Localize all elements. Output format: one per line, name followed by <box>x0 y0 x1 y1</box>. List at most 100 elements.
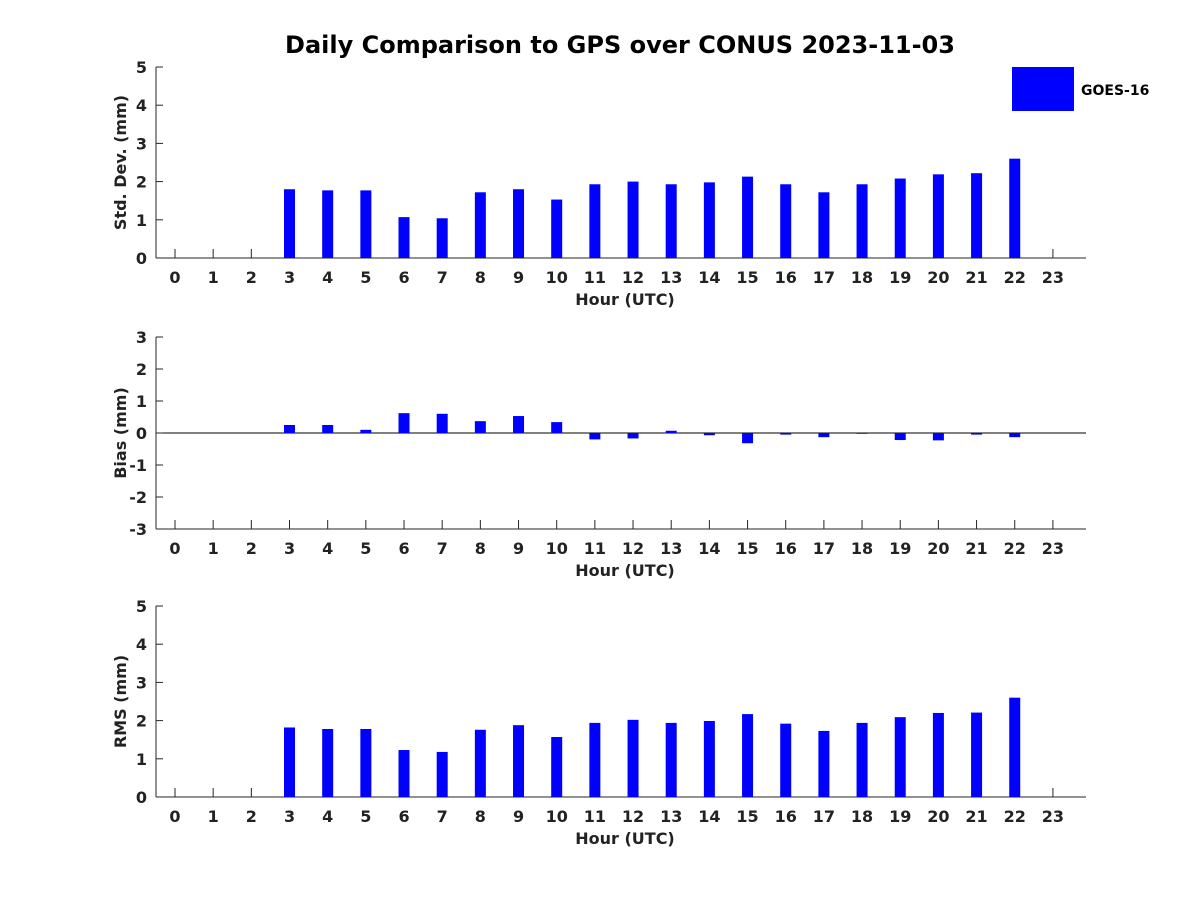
x-tick-label: 6 <box>398 268 409 287</box>
x-tick-label: 11 <box>584 268 606 287</box>
y-tick-label: 1 <box>136 750 147 769</box>
x-tick-label: 14 <box>698 807 720 826</box>
y-axis-label-bias: Bias (mm) <box>111 387 130 479</box>
x-tick-label: 17 <box>813 268 835 287</box>
x-tick-label: 0 <box>169 807 180 826</box>
x-tick-label: 15 <box>736 268 758 287</box>
x-tick-label: 12 <box>622 807 644 826</box>
x-tick-label: 19 <box>889 268 911 287</box>
bar-rms-hour-12 <box>627 719 639 797</box>
bar-bias-hour-18 <box>856 433 868 434</box>
x-tick-label: 0 <box>169 268 180 287</box>
x-tick-label: 10 <box>546 807 568 826</box>
bar-std-dev-hour-3 <box>284 189 296 258</box>
bar-rms-hour-13 <box>665 722 677 797</box>
x-tick-label: 17 <box>813 807 835 826</box>
x-tick-label: 14 <box>698 539 720 558</box>
x-tick-label: 9 <box>513 539 524 558</box>
x-tick-label: 16 <box>775 807 797 826</box>
bar-bias-hour-14 <box>703 433 715 436</box>
y-tick-label: -1 <box>129 456 147 475</box>
y-tick-label: 0 <box>136 788 147 807</box>
bar-std-dev-hour-15 <box>742 176 754 258</box>
y-tick-label: 3 <box>136 134 147 153</box>
y-tick-label: 0 <box>136 249 147 268</box>
x-tick-label: 13 <box>660 268 682 287</box>
x-tick-label: 14 <box>698 268 720 287</box>
bar-rms-hour-15 <box>742 714 754 797</box>
bar-bias-hour-22 <box>1009 433 1021 438</box>
bar-rms-hour-11 <box>589 722 601 797</box>
bar-std-dev-hour-20 <box>932 174 944 258</box>
x-tick-label: 18 <box>851 539 873 558</box>
x-tick-label: 22 <box>1004 539 1026 558</box>
x-tick-label: 4 <box>322 807 333 826</box>
x-tick-label: 12 <box>622 539 644 558</box>
x-tick-label: 7 <box>437 539 448 558</box>
y-tick-label: 1 <box>136 392 147 411</box>
legend: GOES-16 <box>1012 67 1149 111</box>
y-axis-label-rms: RMS (mm) <box>111 655 130 748</box>
x-tick-label: 21 <box>965 539 987 558</box>
x-tick-label: 2 <box>246 268 257 287</box>
y-tick-label: -2 <box>129 488 147 507</box>
x-tick-label: 20 <box>927 539 949 558</box>
x-tick-label: 5 <box>360 807 371 826</box>
x-tick-label: 8 <box>475 268 486 287</box>
bar-bias-hour-11 <box>589 433 601 440</box>
bar-std-dev-hour-9 <box>513 189 525 258</box>
bar-std-dev-hour-18 <box>856 184 868 258</box>
bar-bias-hour-17 <box>818 433 830 438</box>
x-axis-label-rms: Hour (UTC) <box>575 829 675 848</box>
x-tick-label: 19 <box>889 807 911 826</box>
bar-rms-hour-9 <box>513 725 525 797</box>
x-tick-label: 11 <box>584 807 606 826</box>
x-tick-label: 1 <box>208 539 219 558</box>
x-tick-label: 9 <box>513 268 524 287</box>
bar-rms-hour-22 <box>1009 697 1021 797</box>
bar-bias-hour-10 <box>551 422 563 433</box>
x-tick-label: 23 <box>1042 268 1064 287</box>
bar-std-dev-hour-12 <box>627 181 639 258</box>
x-tick-label: 22 <box>1004 807 1026 826</box>
y-tick-label: 5 <box>136 58 147 77</box>
bar-rms-hour-4 <box>322 729 334 797</box>
y-tick-label: 1 <box>136 211 147 230</box>
bar-bias-hour-6 <box>398 413 410 433</box>
bar-bias-hour-5 <box>360 429 372 433</box>
bar-std-dev-hour-16 <box>780 184 792 258</box>
bar-rms-hour-6 <box>398 750 410 797</box>
bar-std-dev-hour-14 <box>703 182 715 258</box>
bar-rms-hour-19 <box>894 717 906 797</box>
bar-rms-hour-8 <box>474 729 486 797</box>
x-tick-label: 3 <box>284 268 295 287</box>
x-tick-label: 17 <box>813 539 835 558</box>
bar-bias-hour-8 <box>474 421 486 433</box>
bar-rms-hour-7 <box>436 751 448 797</box>
bar-bias-hour-20 <box>932 433 944 441</box>
bar-bias-hour-15 <box>742 433 754 444</box>
y-tick-label: 0 <box>136 424 147 443</box>
y-tick-label: 4 <box>136 96 147 115</box>
legend-swatch-goes-16 <box>1012 67 1074 111</box>
x-tick-label: 8 <box>475 807 486 826</box>
x-tick-label: 4 <box>322 539 333 558</box>
bar-rms-hour-3 <box>284 727 296 797</box>
y-tick-label: 3 <box>136 673 147 692</box>
bar-bias-hour-7 <box>436 413 448 433</box>
bar-std-dev-hour-10 <box>551 199 563 258</box>
x-tick-label: 6 <box>398 539 409 558</box>
x-tick-label: 16 <box>775 268 797 287</box>
x-tick-label: 7 <box>437 807 448 826</box>
x-tick-label: 23 <box>1042 539 1064 558</box>
bar-bias-hour-16 <box>780 433 792 435</box>
bar-std-dev-hour-22 <box>1009 158 1021 258</box>
x-tick-label: 13 <box>660 807 682 826</box>
x-tick-label: 12 <box>622 268 644 287</box>
bar-rms-hour-17 <box>818 730 830 797</box>
bar-std-dev-hour-11 <box>589 184 601 258</box>
